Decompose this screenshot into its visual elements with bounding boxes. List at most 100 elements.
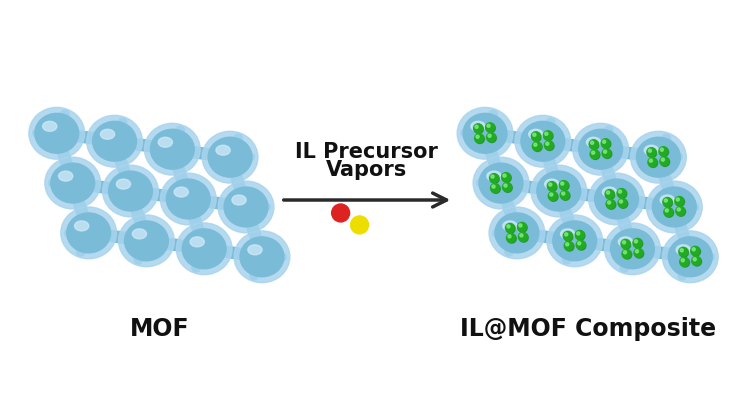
Circle shape (619, 199, 628, 208)
Ellipse shape (595, 179, 638, 219)
Ellipse shape (479, 163, 523, 203)
Ellipse shape (618, 237, 632, 247)
Circle shape (532, 133, 536, 136)
Circle shape (519, 233, 528, 242)
Ellipse shape (202, 131, 258, 183)
Ellipse shape (118, 215, 174, 267)
Circle shape (532, 132, 542, 141)
Circle shape (606, 190, 615, 199)
Text: IL Precursor: IL Precursor (295, 142, 438, 162)
Circle shape (545, 141, 554, 151)
Circle shape (590, 141, 599, 149)
Ellipse shape (676, 245, 690, 255)
Ellipse shape (234, 231, 290, 283)
Ellipse shape (93, 122, 136, 161)
Circle shape (634, 249, 644, 258)
Circle shape (662, 158, 664, 161)
Circle shape (533, 143, 542, 151)
Circle shape (620, 200, 622, 203)
Circle shape (548, 181, 556, 190)
Circle shape (661, 158, 670, 166)
Circle shape (622, 250, 632, 259)
Ellipse shape (116, 179, 130, 189)
Circle shape (544, 141, 554, 150)
Circle shape (546, 142, 549, 145)
Circle shape (608, 201, 610, 204)
Ellipse shape (458, 107, 513, 159)
Circle shape (487, 124, 490, 128)
Circle shape (503, 173, 512, 182)
Circle shape (508, 235, 511, 238)
Circle shape (676, 207, 685, 215)
Circle shape (590, 150, 599, 159)
Circle shape (619, 190, 622, 193)
Circle shape (506, 224, 515, 232)
Ellipse shape (216, 145, 230, 155)
Circle shape (491, 175, 494, 178)
Circle shape (531, 132, 540, 141)
Ellipse shape (58, 171, 73, 181)
Circle shape (621, 239, 630, 248)
Ellipse shape (51, 163, 94, 203)
Circle shape (607, 191, 610, 194)
Ellipse shape (586, 137, 601, 147)
Circle shape (605, 190, 614, 198)
Ellipse shape (67, 213, 110, 253)
Ellipse shape (644, 145, 658, 155)
Circle shape (578, 242, 580, 245)
Ellipse shape (160, 173, 216, 225)
Circle shape (518, 223, 527, 232)
Ellipse shape (489, 207, 544, 259)
Circle shape (692, 256, 700, 265)
Circle shape (664, 207, 673, 216)
Ellipse shape (34, 113, 79, 153)
Ellipse shape (464, 113, 507, 153)
Circle shape (562, 192, 565, 195)
Circle shape (504, 184, 507, 187)
Circle shape (622, 249, 631, 258)
Circle shape (488, 134, 496, 143)
Ellipse shape (531, 165, 586, 217)
Ellipse shape (87, 115, 142, 167)
Circle shape (676, 197, 685, 206)
Circle shape (664, 208, 674, 217)
Circle shape (591, 151, 600, 160)
Ellipse shape (515, 115, 571, 167)
Circle shape (634, 239, 643, 248)
Circle shape (618, 190, 627, 198)
Circle shape (675, 196, 684, 205)
Circle shape (490, 175, 500, 183)
Ellipse shape (145, 123, 200, 175)
Circle shape (648, 149, 652, 152)
Circle shape (565, 242, 574, 251)
Circle shape (564, 232, 573, 241)
Circle shape (647, 148, 656, 157)
Circle shape (680, 248, 688, 257)
Circle shape (577, 241, 586, 250)
Circle shape (560, 181, 568, 190)
Ellipse shape (166, 179, 210, 219)
Circle shape (680, 258, 689, 267)
Ellipse shape (529, 129, 543, 139)
Ellipse shape (631, 131, 686, 183)
Circle shape (648, 158, 657, 166)
Circle shape (502, 173, 511, 181)
Circle shape (680, 249, 683, 252)
Ellipse shape (100, 129, 115, 139)
Circle shape (602, 140, 606, 143)
Ellipse shape (43, 122, 57, 131)
Circle shape (676, 198, 680, 201)
Circle shape (506, 233, 515, 242)
Circle shape (548, 182, 557, 191)
Circle shape (543, 131, 552, 140)
Circle shape (563, 231, 572, 240)
Circle shape (492, 185, 495, 188)
Circle shape (475, 125, 483, 134)
Ellipse shape (29, 107, 85, 159)
Ellipse shape (232, 195, 246, 205)
Circle shape (491, 184, 500, 193)
Circle shape (676, 207, 686, 216)
Circle shape (476, 135, 479, 139)
Circle shape (550, 193, 553, 196)
Circle shape (577, 232, 580, 235)
